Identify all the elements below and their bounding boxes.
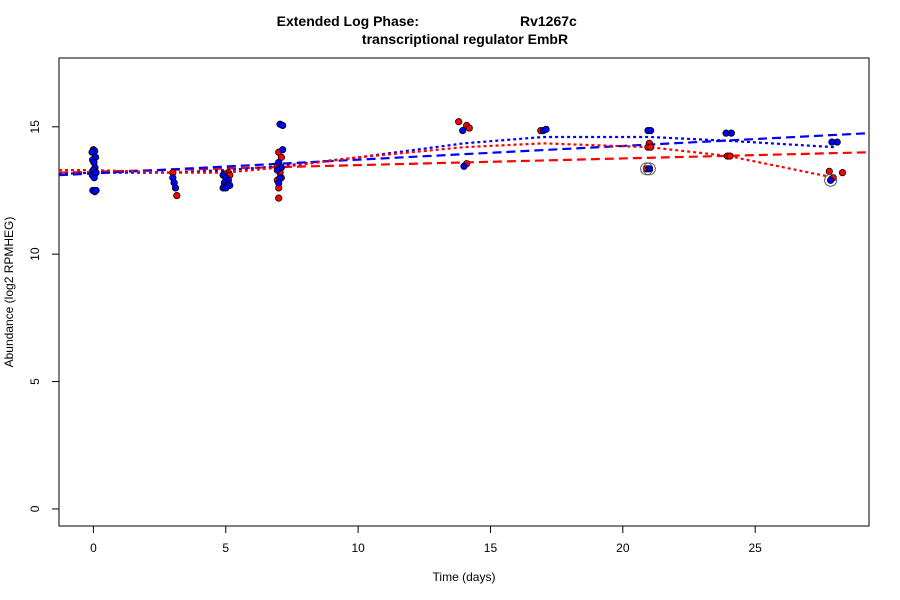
x-tick-label: 0 [90,541,97,555]
blue-data-point [460,162,468,170]
blue-data-point [833,138,841,146]
blue-data-point [88,148,96,156]
chart-title-right: Rv1267c [520,13,577,29]
x-tick-label: 10 [351,541,365,555]
blue-data-point [92,186,100,195]
red-data-point [825,167,833,175]
blue-data-point [279,121,287,130]
blue-data-point [645,165,653,173]
red-data-point [838,169,847,177]
y-tick-label: 15 [28,120,42,134]
red-data-point [173,191,181,200]
blue-data-point [542,125,550,133]
y-tick-label: 5 [28,378,42,385]
blue-dashed-fit-line [58,132,870,177]
red-data-point [647,143,655,151]
x-tick-label: 25 [748,541,762,555]
x-axis-label: Time (days) [433,570,496,584]
blue-data-point [827,176,835,184]
chart-title-left: Extended Log Phase: [277,13,419,29]
chart-subtitle: transcriptional regulator EmbR [362,31,568,47]
fit-lines [58,132,870,179]
blue-data-point [92,169,100,177]
y-axis-label: Abundance (log2 RPMHEG) [2,217,16,368]
blue-data-point [275,179,283,187]
y-tick-label: 10 [28,247,42,261]
x-tick-label: 15 [484,541,498,555]
blue-data-point [222,184,230,192]
blue-dotted-fit-line [58,135,835,176]
highlight-ring [824,173,838,187]
red-data-point [275,194,283,202]
x-tick-label: 5 [222,541,229,555]
x-tick-label: 20 [616,541,630,555]
y-tick-label: 0 [28,505,42,512]
blue-data-point [279,146,287,154]
red-data-point [726,152,734,160]
data-points [88,118,847,202]
y-axis: 0 5 10 15 [28,120,60,512]
red-data-point [465,124,473,132]
red-dotted-fit-line [59,142,835,179]
red-dashed-fit-line [58,151,870,174]
red-data-point [455,118,463,126]
blue-data-point [647,127,655,135]
blue-data-point [459,127,467,135]
blue-data-point [727,129,735,137]
blue-data-point [273,166,281,174]
highlight-ring [642,162,656,176]
x-axis: 0 5 10 15 20 25 [90,525,762,555]
blue-data-point [171,184,180,192]
